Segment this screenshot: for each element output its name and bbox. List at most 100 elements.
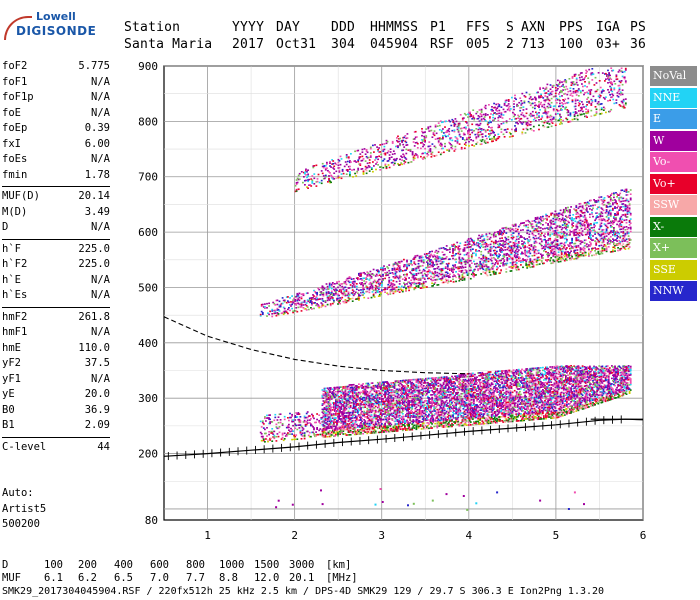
echo-point <box>387 401 390 404</box>
echo-point <box>380 421 382 424</box>
echo-point <box>427 381 429 384</box>
echo-point <box>343 394 346 396</box>
echo-point <box>567 395 569 397</box>
echo-point <box>520 408 522 411</box>
echo-point <box>400 415 403 418</box>
echo-point <box>325 406 328 409</box>
echo-point <box>326 427 329 430</box>
echo-point <box>401 421 404 423</box>
echo-point <box>396 396 399 399</box>
echo-point <box>466 385 469 388</box>
echo-point <box>467 382 470 385</box>
echo-point <box>524 391 526 394</box>
echo-point <box>374 395 377 398</box>
echo-point <box>397 418 400 421</box>
echo-point <box>352 424 355 426</box>
echo-point <box>417 399 420 401</box>
echo-point <box>521 382 523 384</box>
echo-point <box>537 401 540 404</box>
echo-point <box>524 404 526 406</box>
echo-point <box>394 424 397 427</box>
echo-point <box>457 411 460 413</box>
echo-point <box>516 420 519 422</box>
echo-point <box>452 388 454 390</box>
echo-point <box>445 396 448 399</box>
echo-point <box>328 435 331 438</box>
echo-point <box>470 390 473 393</box>
echo-point <box>474 416 476 419</box>
echo-point <box>539 418 542 420</box>
echo-point <box>344 385 347 388</box>
echo-point <box>441 390 444 392</box>
echo-point <box>364 387 367 389</box>
echo-point <box>406 407 408 409</box>
echo-point <box>400 386 403 389</box>
echo-point <box>391 407 394 409</box>
echo-point <box>473 422 475 424</box>
echo-point <box>324 395 327 398</box>
echo-point <box>434 422 437 425</box>
echo-point <box>383 382 385 385</box>
echo-point <box>427 395 429 398</box>
echo-point <box>416 395 419 397</box>
echo-point <box>503 419 506 422</box>
echo-point <box>464 417 467 420</box>
echo-point <box>576 378 579 380</box>
echo-point <box>534 385 537 387</box>
echo-point <box>561 398 564 400</box>
echo-point <box>382 431 384 433</box>
echo-point <box>528 395 531 398</box>
echo-point <box>374 420 377 423</box>
echo-point <box>489 387 492 390</box>
echo-point <box>507 390 510 393</box>
echo-point <box>569 383 571 385</box>
echo-point <box>260 433 263 435</box>
echo-point <box>327 401 330 403</box>
echo-point <box>540 400 543 402</box>
echo-point <box>485 403 488 405</box>
echo-point <box>473 379 475 382</box>
echo-point <box>464 413 467 415</box>
echo-point <box>381 431 383 433</box>
echo-point <box>384 418 386 421</box>
echo-point <box>546 395 548 398</box>
echo-point <box>354 400 357 402</box>
echo-point <box>324 419 327 421</box>
echo-point <box>420 404 423 407</box>
echo-point <box>562 380 565 382</box>
param-row: h`Es N/A <box>2 289 110 305</box>
echo-point <box>476 398 478 401</box>
echo-point <box>457 386 460 388</box>
echo-point <box>365 387 368 389</box>
echo-point <box>513 403 516 406</box>
echo-point <box>447 421 450 424</box>
y-tick-label: 500 <box>138 281 158 294</box>
echo-point <box>330 414 333 417</box>
echo-point <box>436 417 439 419</box>
echo-point <box>510 377 513 380</box>
echo-point <box>548 403 550 406</box>
echo-point <box>506 380 509 383</box>
echo-point <box>538 392 541 394</box>
echo-point <box>418 389 421 392</box>
echo-point <box>540 376 543 379</box>
echo-point <box>456 385 459 387</box>
echo-point <box>406 383 408 386</box>
echo-point <box>552 374 555 376</box>
echo-point <box>295 434 298 436</box>
echo-point <box>552 395 555 397</box>
echo-point <box>505 376 508 379</box>
x-tick-label: 1 <box>204 529 211 542</box>
echo-point <box>511 402 514 405</box>
echo-point <box>437 397 440 400</box>
echo-point <box>377 392 380 395</box>
echo-point <box>413 399 416 402</box>
echo-point <box>403 399 405 401</box>
echo-point <box>335 390 337 393</box>
echo-point <box>299 432 302 435</box>
echo-point <box>410 388 413 391</box>
echo-point <box>403 385 405 387</box>
echo-point <box>372 432 375 434</box>
echo-point <box>493 416 496 419</box>
echo-point <box>390 402 393 405</box>
